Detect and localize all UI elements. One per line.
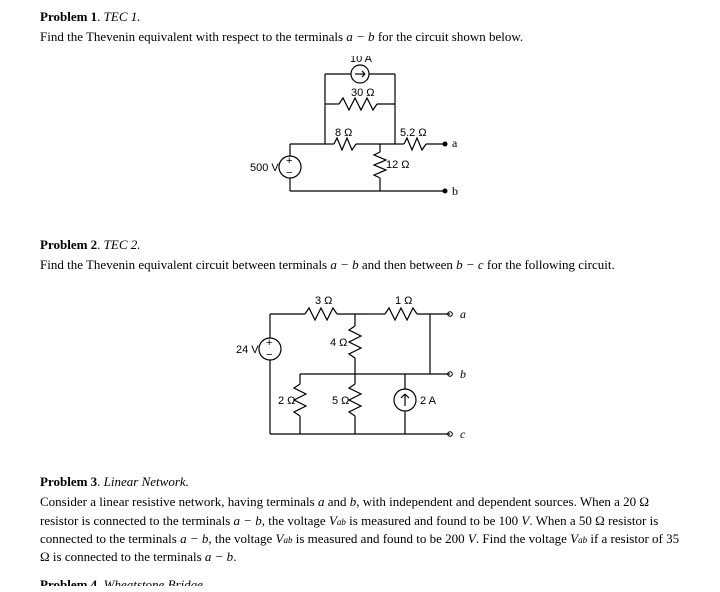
circuit2-svg: + − 24 V 3 Ω 1 Ω a 4 Ω b — [210, 284, 510, 454]
p3-l3-unit: V — [468, 531, 476, 546]
c1-current-source: 10 A — [350, 56, 373, 65]
circuit1-svg: 10 A 30 Ω 8 Ω 5.2 Ω — [230, 56, 490, 216]
c1-r-mid: 12 Ω — [386, 159, 410, 171]
p1-text-post: for the circuit shown below. — [375, 29, 524, 44]
p2-post: for the following circuit. — [484, 257, 615, 272]
svg-text:−: − — [286, 167, 292, 179]
c2-vsource: 24 V — [236, 344, 259, 356]
p3-l3-v: V — [276, 531, 284, 546]
c1-node-b: b — [452, 184, 458, 198]
svg-text:−: − — [266, 349, 272, 361]
p3-l2-post: is measured and found to be 100 — [346, 513, 521, 528]
problem2-title: TEC 2. — [104, 237, 141, 252]
p3-l3-terms: a − b — [180, 531, 208, 546]
p3-l1-pre: Consider a linear resistive network, hav… — [40, 494, 318, 509]
problem4-header: Problem 4. Wheatstone Bridge — [40, 576, 680, 586]
c2-r2: 2 Ω — [278, 395, 295, 407]
problem1-text: Find the Thevenin equivalent with respec… — [40, 28, 680, 46]
c2-node-b: b — [460, 367, 466, 381]
p1-text-pre: Find the Thevenin equivalent with respec… — [40, 29, 346, 44]
problem3-header: Problem 3. Linear Network. — [40, 473, 680, 491]
problem3-text: Consider a linear resistive network, hav… — [40, 493, 680, 566]
p2-mid: and then between — [359, 257, 456, 272]
problem1-label: Problem 1 — [40, 9, 97, 24]
p3-l2-terms: a − b — [234, 513, 262, 528]
p3-l3-mid: , the voltage — [208, 531, 275, 546]
p2-pre: Find the Thevenin equivalent circuit bet… — [40, 257, 330, 272]
c2-node-a: a — [460, 307, 466, 321]
c1-r-left: 8 Ω — [335, 127, 352, 139]
page-content: Problem 1. TEC 1. Find the Thevenin equi… — [0, 0, 720, 592]
c1-r-right: 5.2 Ω — [400, 127, 427, 139]
svg-text:+: + — [266, 337, 272, 349]
c2-r1: 1 Ω — [395, 295, 412, 307]
p3-l1-post: , with independent and dependent sources… — [356, 494, 611, 509]
p2-t1: a − b — [330, 257, 358, 272]
p3-l2-sub: ab — [337, 517, 346, 527]
c2-r5: 5 Ω — [332, 395, 349, 407]
p3-l3-post: is measured and found to be 200 — [292, 531, 467, 546]
problem1-title: TEC 1. — [104, 9, 141, 24]
p3-l2-end: . When — [529, 513, 566, 528]
c2-r3: 3 Ω — [315, 295, 332, 307]
c2-isource: 2 A — [420, 395, 437, 407]
c1-r-top: 30 Ω — [351, 87, 375, 99]
p3-l3-end: . Find — [476, 531, 506, 546]
c2-r4: 4 Ω — [330, 337, 347, 349]
p3-l4-terms: a − b — [205, 549, 233, 564]
c1-vsource: 500 V — [250, 162, 279, 174]
p3-l2-mid: , the voltage — [262, 513, 329, 528]
p3-l1-and: and — [324, 494, 349, 509]
p3-l4-end: . — [233, 549, 236, 564]
c2-node-c: c — [460, 427, 466, 441]
problem3-title: Linear Network. — [104, 474, 189, 489]
p3-l4-sub: ab — [578, 535, 587, 545]
problem2-label: Problem 2 — [40, 237, 97, 252]
problem3-label: Problem 3 — [40, 474, 97, 489]
svg-text:+: + — [286, 155, 292, 167]
c1-node-a: a — [452, 136, 458, 150]
problem1-circuit: 10 A 30 Ω 8 Ω 5.2 Ω — [40, 56, 680, 221]
problem2-text: Find the Thevenin equivalent circuit bet… — [40, 256, 680, 274]
p3-l4-v: V — [570, 531, 578, 546]
problem4-title: Wheatstone Bridge — [104, 577, 203, 586]
problem2-circuit: + − 24 V 3 Ω 1 Ω a 4 Ω b — [40, 284, 680, 459]
p1-text-terms: a − b — [346, 29, 374, 44]
p3-l2-v: V — [329, 513, 337, 528]
p2-t2: b − c — [456, 257, 484, 272]
problem1-header: Problem 1. TEC 1. — [40, 8, 680, 26]
problem4-label: Problem 4 — [40, 577, 97, 586]
p3-l4-pre: the voltage — [509, 531, 570, 546]
problem2-header: Problem 2. TEC 2. — [40, 236, 680, 254]
